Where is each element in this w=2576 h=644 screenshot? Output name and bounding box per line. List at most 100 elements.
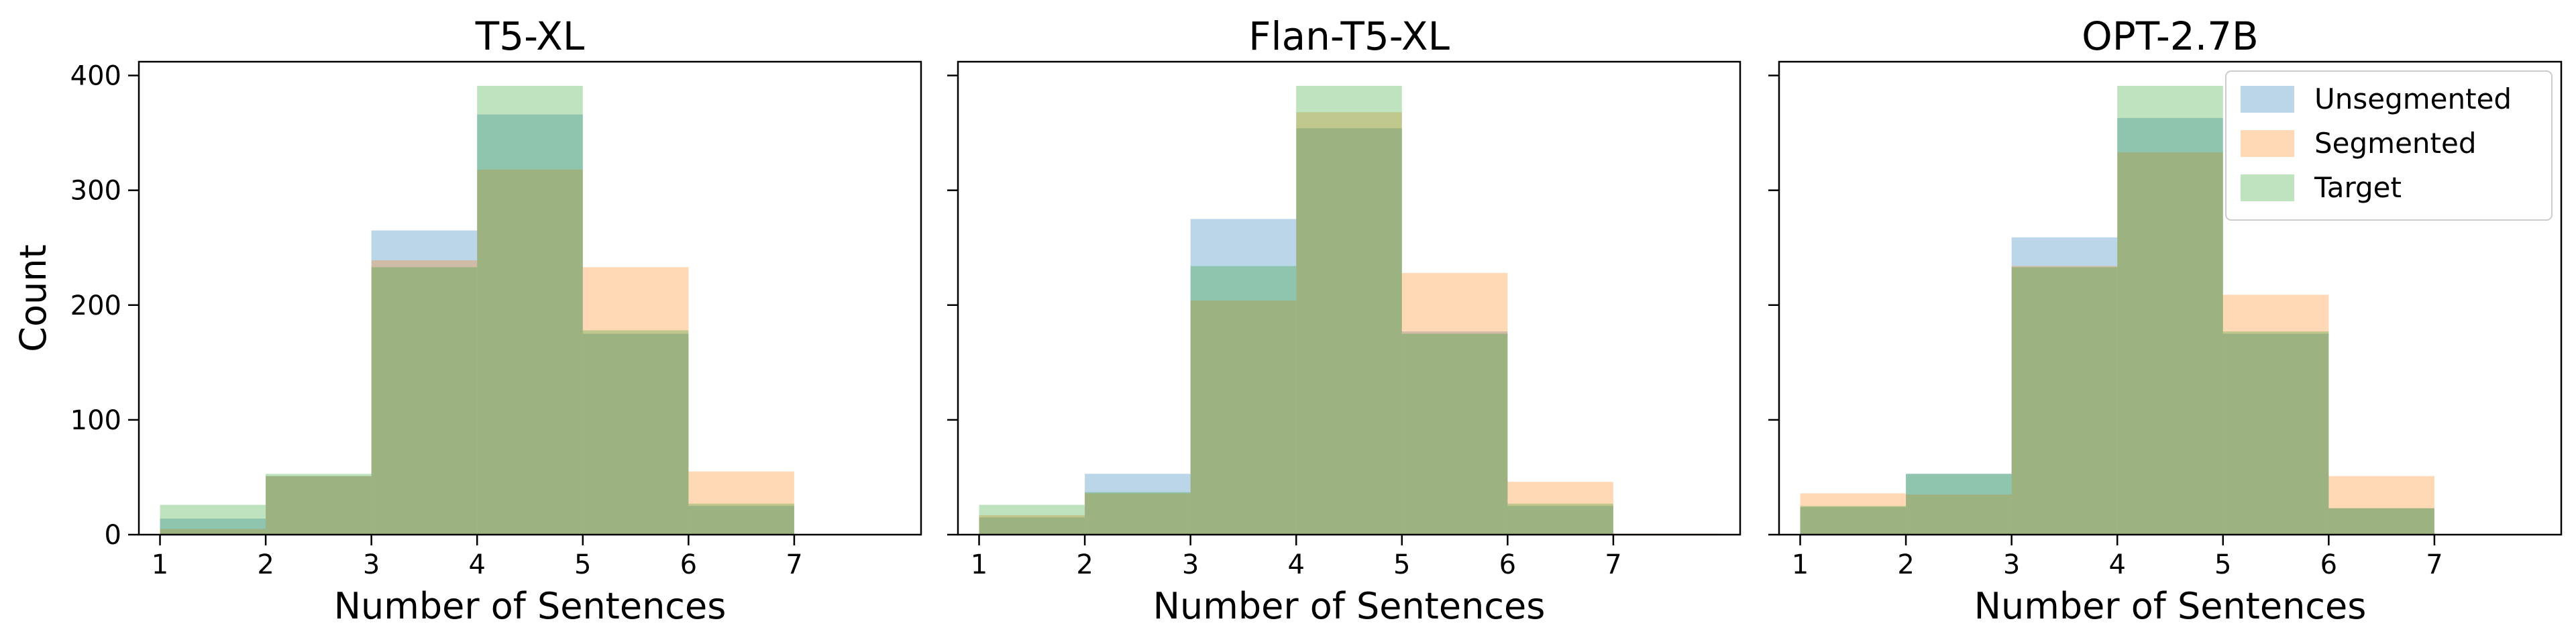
bar-unsegmented-bin-4 [2117, 117, 2223, 535]
bar-target-bin-6 [688, 503, 794, 535]
x-axis-label: Number of Sentences [334, 585, 727, 627]
bar-segmented-bin-2 [1085, 493, 1191, 535]
bar-segmented-bin-1 [979, 515, 1085, 535]
y-tick-label: 200 [70, 290, 121, 321]
bar-segmented-bin-3 [1190, 300, 1297, 535]
bar-target-bin-2 [266, 474, 372, 535]
bar-unsegmented-bin-3 [371, 230, 478, 535]
legend-label-target: Target [2314, 171, 2402, 204]
bar-segmented-bin-6 [1507, 482, 1613, 535]
bar-segmented-bin-6 [2328, 476, 2434, 535]
bar-unsegmented-bin-5 [582, 333, 689, 535]
bar-unsegmented-bin-2 [1085, 474, 1191, 535]
x-tick-label: 6 [680, 549, 697, 580]
y-tick-label: 300 [70, 176, 121, 207]
legend-swatch-unsegmented [2241, 86, 2294, 113]
bar-unsegmented-bin-2 [1906, 474, 2012, 535]
legend-box [2225, 70, 2553, 221]
panel-title: OPT-2.7B [2082, 13, 2259, 59]
bar-segmented-bin-5 [2222, 294, 2329, 535]
bar-unsegmented-bin-5 [1401, 331, 1508, 535]
x-tick-label: 5 [574, 549, 591, 580]
bar-unsegmented-bin-1 [160, 519, 266, 535]
x-tick-label: 4 [1287, 549, 1304, 580]
bar-segmented-bin-4 [2117, 152, 2223, 535]
x-axis-label: Number of Sentences [1974, 585, 2367, 627]
bar-target-bin-3 [2011, 267, 2118, 535]
chart-panel-3: 1 2 3 4 5 6 7 OPT-2.7B Number of Sentences Unsegm… [1768, 13, 2563, 627]
axes-frame [138, 60, 922, 536]
x-tick-label: 1 [152, 549, 168, 580]
x-tick-label: 2 [1076, 549, 1093, 580]
panel-title: T5-XL [475, 13, 584, 59]
legend-swatch-segmented [2241, 130, 2294, 157]
bar-target-bin-2 [1085, 492, 1191, 535]
x-tick-label: 1 [1792, 549, 1809, 580]
x-tick-label: 3 [2003, 549, 2020, 580]
bar-unsegmented-bin-6 [2328, 508, 2434, 535]
bar-target-bin-5 [2222, 331, 2329, 535]
x-tick-label: 4 [2108, 549, 2125, 580]
panel-title: Flan-T5-XL [1248, 13, 1450, 59]
bar-target-bin-5 [582, 330, 689, 535]
bar-segmented-bin-3 [371, 260, 478, 535]
bar-unsegmented-bin-6 [1507, 506, 1613, 535]
bar-target-bin-5 [1401, 333, 1508, 535]
legend-label-segmented: Segmented [2314, 127, 2477, 160]
chart-panel-1: 1 2 3 4 5 6 7 0 100 200 300 400 T5-XL Number of Sente… [12, 13, 922, 627]
x-tick-label: 4 [468, 549, 485, 580]
axes-frame [957, 60, 1741, 536]
x-tick-label: 7 [2426, 549, 2443, 580]
bar-segmented-bin-4 [1296, 112, 1402, 535]
x-tick-label: 3 [1182, 549, 1199, 580]
bar-segmented-bin-4 [477, 169, 583, 535]
bar-unsegmented-bin-1 [979, 517, 1085, 535]
bar-segmented-bin-5 [1401, 272, 1508, 535]
bar-target-bin-3 [371, 267, 478, 535]
bar-segmented-bin-3 [2011, 266, 2118, 535]
bar-target-bin-4 [1296, 85, 1402, 535]
bar-unsegmented-bin-6 [688, 506, 794, 535]
y-tick-label: 400 [70, 61, 121, 92]
legend-swatch-target [2241, 174, 2294, 201]
bar-unsegmented-bin-3 [1190, 219, 1297, 535]
bar-unsegmented-bin-4 [1296, 128, 1402, 535]
bar-segmented-bin-6 [688, 471, 794, 535]
x-tick-label: 2 [1897, 549, 1914, 580]
x-tick-label: 5 [2214, 549, 2231, 580]
x-tick-label: 3 [363, 549, 380, 580]
chart-panel-2: 1 2 3 4 5 6 7 Flan-T5-XL Number of Sentences [947, 13, 1741, 627]
bar-target-bin-6 [1507, 503, 1613, 535]
axes-frame [1778, 60, 2563, 536]
bar-segmented-bin-1 [1800, 493, 1907, 535]
bar-target-bin-1 [1800, 506, 1907, 535]
bar-target-bin-6 [2328, 508, 2434, 535]
legend-label-unsegmented: Unsegmented [2314, 83, 2512, 115]
bar-target-bin-4 [477, 85, 583, 535]
bar-unsegmented-bin-1 [1800, 506, 1907, 535]
y-tick-label: 0 [105, 520, 121, 551]
bar-unsegmented-bin-2 [266, 476, 372, 535]
x-tick-label: 7 [1605, 549, 1621, 580]
x-tick-label: 5 [1393, 549, 1410, 580]
x-tick-label: 6 [2320, 549, 2337, 580]
bar-segmented-bin-2 [1906, 494, 2012, 535]
y-tick-label: 100 [70, 405, 121, 436]
bar-target-bin-1 [160, 504, 266, 535]
bar-target-bin-4 [2117, 85, 2223, 535]
x-tick-label: 7 [786, 549, 802, 580]
x-tick-label: 1 [971, 549, 987, 580]
legend: Unsegmented Segmented Target [2225, 70, 2553, 221]
bar-segmented-bin-1 [160, 529, 266, 535]
bar-unsegmented-bin-3 [2011, 237, 2118, 535]
bar-unsegmented-bin-5 [2222, 333, 2329, 535]
x-tick-label: 2 [257, 549, 274, 580]
x-tick-label: 6 [1499, 549, 1516, 580]
bar-target-bin-1 [979, 504, 1085, 535]
bar-segmented-bin-5 [582, 267, 689, 535]
bar-target-bin-2 [1906, 474, 2012, 535]
bar-segmented-bin-2 [266, 476, 372, 535]
y-axis-label: Count [12, 244, 54, 352]
x-axis-label: Number of Sentences [1153, 585, 1546, 627]
